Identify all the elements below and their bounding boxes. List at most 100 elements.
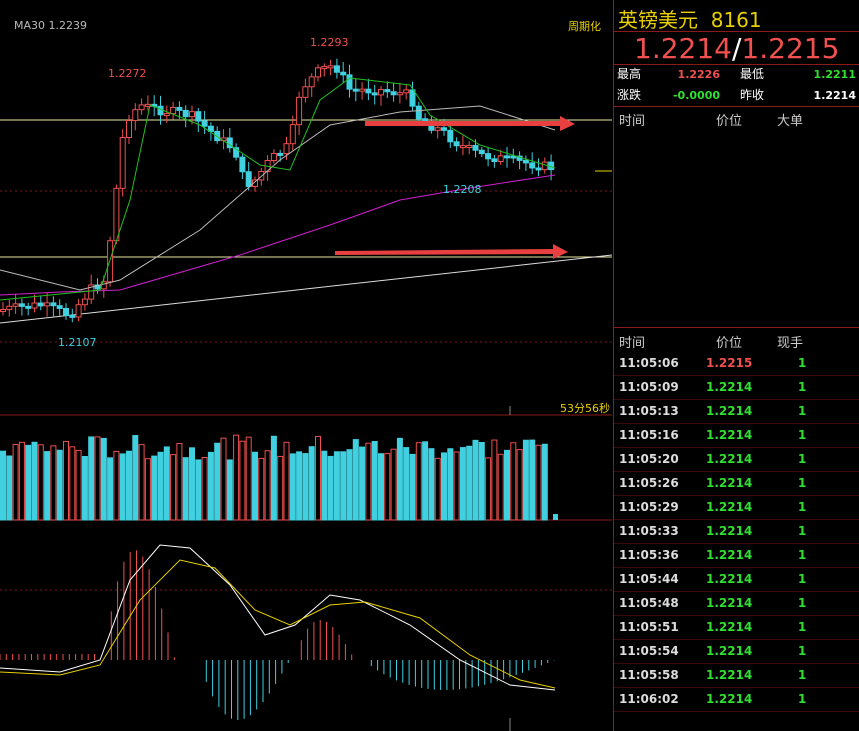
volume-bar	[415, 442, 422, 521]
candle-body	[504, 155, 510, 159]
trade-time: 11:05:09	[619, 380, 679, 394]
candle-body	[384, 89, 391, 93]
candle-body	[535, 167, 542, 171]
trade-price: 1.2214	[706, 428, 753, 442]
candle-body	[18, 303, 25, 307]
volume-bar	[75, 449, 82, 521]
volume-bar	[340, 451, 347, 521]
trade-time: 11:05:33	[619, 524, 679, 538]
volume-bar	[346, 449, 353, 521]
separator: /	[731, 32, 742, 65]
volume-bar	[233, 434, 240, 521]
candle-body	[296, 96, 303, 126]
trade-row: 11:05:44 1.2214 1	[614, 567, 859, 592]
trade-qty: 1	[798, 572, 807, 586]
candle-body	[270, 152, 277, 162]
volume-bar	[352, 439, 359, 521]
volume-bar	[315, 435, 321, 521]
candle-body	[75, 304, 82, 318]
volume-bar	[553, 514, 558, 520]
trend-line	[0, 254, 612, 324]
trade-time: 11:05:29	[619, 500, 679, 514]
volume-bar	[277, 455, 284, 521]
candle-body	[138, 104, 145, 111]
volume-bar	[333, 451, 340, 521]
volume-bar	[94, 436, 101, 521]
column-header: 价位	[716, 336, 743, 351]
volume-bar	[491, 439, 498, 521]
trade-qty: 1	[798, 596, 807, 610]
trade-price: 1.2214	[706, 572, 753, 586]
candle-body	[447, 129, 454, 143]
bid: 1.2214	[634, 32, 732, 65]
column-header: 现手	[777, 336, 804, 351]
trade-row: 11:05:33 1.2214 1	[614, 519, 859, 544]
quote-panel: 英镑美元 8161 1.2214/1.2215 最高 1.2226 最低 1.2211…	[613, 0, 859, 731]
candle-body	[37, 302, 44, 307]
volume-bar	[88, 436, 95, 521]
volume-bar	[289, 453, 296, 521]
ma30-line	[0, 105, 556, 291]
volume-bar	[107, 457, 114, 521]
signal-line	[0, 559, 556, 689]
volume-bar	[359, 446, 366, 521]
trade-time: 11:05:58	[619, 668, 679, 682]
volume-bar	[434, 457, 441, 521]
trade-time: 11:05:20	[619, 452, 679, 466]
candle-body	[6, 305, 13, 311]
volume-bar	[220, 437, 227, 521]
candle-body	[308, 76, 315, 88]
volume-bar	[510, 442, 517, 521]
volume-bar	[144, 458, 151, 521]
trade-row: 11:05:58 1.2214 1	[614, 663, 859, 688]
candle-body	[321, 66, 328, 70]
stat-label: 昨收	[740, 88, 765, 102]
candle-body	[289, 124, 296, 145]
symbol-code: 8161	[710, 8, 762, 32]
column-header: 时间	[619, 114, 646, 129]
candle-body	[44, 302, 51, 307]
candle-body	[182, 109, 189, 118]
volume-bar	[126, 450, 132, 521]
volume-bar	[403, 447, 410, 521]
volume-bar	[214, 442, 221, 521]
volume-bar	[270, 435, 277, 521]
volume-bar	[529, 439, 536, 521]
candle-body	[403, 89, 410, 94]
trade-qty: 1	[798, 452, 807, 466]
candle-body	[459, 145, 466, 149]
candle-body	[441, 127, 447, 131]
candle-body	[277, 152, 284, 156]
column-header: 时间	[619, 336, 646, 351]
volume-bar	[226, 459, 233, 521]
volume-bar	[378, 453, 384, 521]
volume-bar	[189, 447, 195, 521]
trade-qty: 1	[798, 404, 807, 418]
period-button[interactable]: 周期化	[568, 19, 601, 33]
candle-body	[195, 111, 202, 122]
candle-body	[132, 109, 139, 122]
trade-qty: 1	[798, 428, 807, 442]
trade-price: 1.2214	[706, 476, 753, 490]
ma-label: MA30 1.2239	[14, 19, 87, 32]
volume-bar	[296, 451, 303, 521]
high-label: 1.2272	[108, 67, 147, 80]
candle-body	[69, 314, 76, 318]
volume-bar	[100, 437, 107, 521]
stat-value: 1.2211	[813, 68, 856, 81]
volume-bar	[63, 440, 69, 521]
volume-bar	[478, 441, 485, 521]
candle-body	[245, 171, 252, 187]
volume-bar	[201, 457, 208, 521]
candle-body	[371, 92, 378, 96]
trade-row: 11:05:51 1.2214 1	[614, 615, 859, 640]
candle-body	[434, 127, 441, 131]
volume-bar	[157, 451, 164, 521]
volume-bar	[163, 446, 170, 521]
volume-bar	[18, 441, 25, 521]
volume-bar	[390, 448, 397, 521]
candle-body	[396, 92, 403, 96]
trade-price: 1.2214	[706, 692, 753, 706]
volume-bar	[365, 442, 372, 521]
volume-bar	[447, 448, 454, 521]
